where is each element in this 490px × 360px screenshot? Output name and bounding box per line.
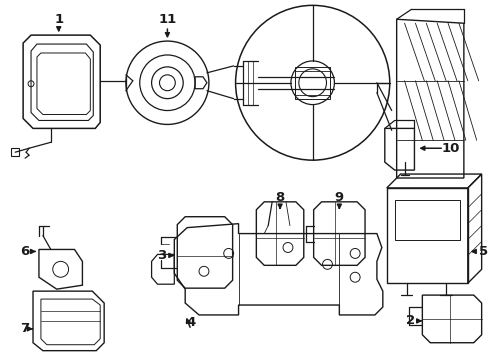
Text: 10: 10 <box>442 142 460 155</box>
Text: 3: 3 <box>157 249 166 262</box>
Text: 6: 6 <box>21 245 30 258</box>
Text: 7: 7 <box>21 322 30 336</box>
Text: 11: 11 <box>158 13 176 26</box>
Text: 1: 1 <box>54 13 63 26</box>
Text: 9: 9 <box>335 192 344 204</box>
Text: 2: 2 <box>406 314 415 327</box>
Text: 8: 8 <box>275 192 285 204</box>
Text: 5: 5 <box>479 245 488 258</box>
Text: 4: 4 <box>187 316 196 329</box>
